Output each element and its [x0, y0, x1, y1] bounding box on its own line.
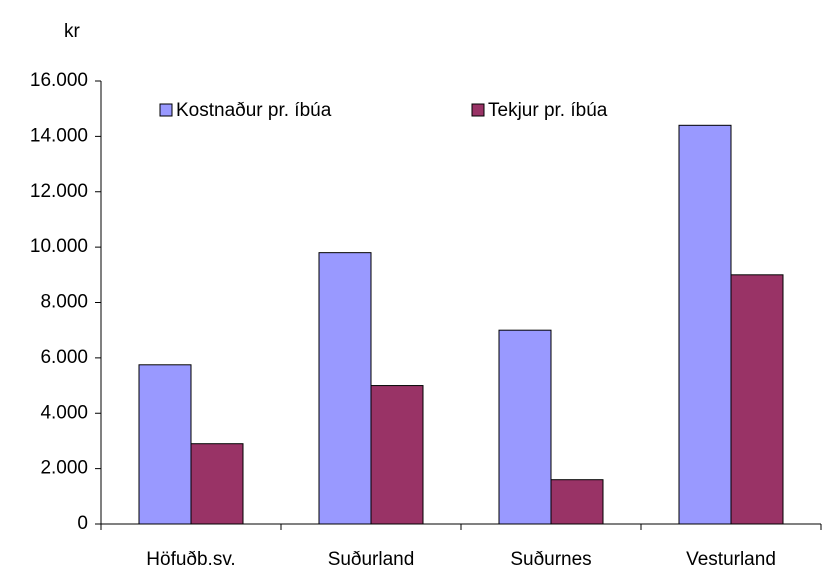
bar [138, 364, 192, 525]
bar [370, 385, 424, 525]
y-tick-label: 0 [77, 513, 88, 534]
y-tick-label: 2.000 [40, 458, 88, 479]
bar [730, 274, 784, 525]
y-axis-label: kr [64, 21, 81, 42]
x-tick-label: Suðurland [328, 549, 415, 570]
y-tick-label: 6.000 [40, 347, 88, 368]
bar [550, 479, 604, 525]
bar [678, 124, 732, 525]
y-tick-label: 14.000 [30, 125, 88, 146]
legend-swatch [471, 103, 485, 117]
x-tick-label: Vesturland [686, 549, 776, 570]
bar [318, 252, 372, 525]
x-tick-label: Höfuðb.sv. [146, 549, 235, 570]
legend-label: Kostnaður pr. íbúa [176, 100, 332, 121]
legend-label: Tekjur pr. íbúa [488, 100, 608, 121]
y-tick-label: 12.000 [30, 181, 88, 202]
legend-swatch [159, 103, 173, 117]
y-tick-label: 10.000 [30, 236, 88, 257]
bar [498, 329, 552, 525]
x-tick-label: Suðurnes [510, 549, 591, 570]
bar [190, 443, 244, 525]
y-tick-label: 8.000 [40, 292, 88, 313]
y-tick-label: 16.000 [30, 70, 88, 91]
y-tick-label: 4.000 [40, 402, 88, 423]
